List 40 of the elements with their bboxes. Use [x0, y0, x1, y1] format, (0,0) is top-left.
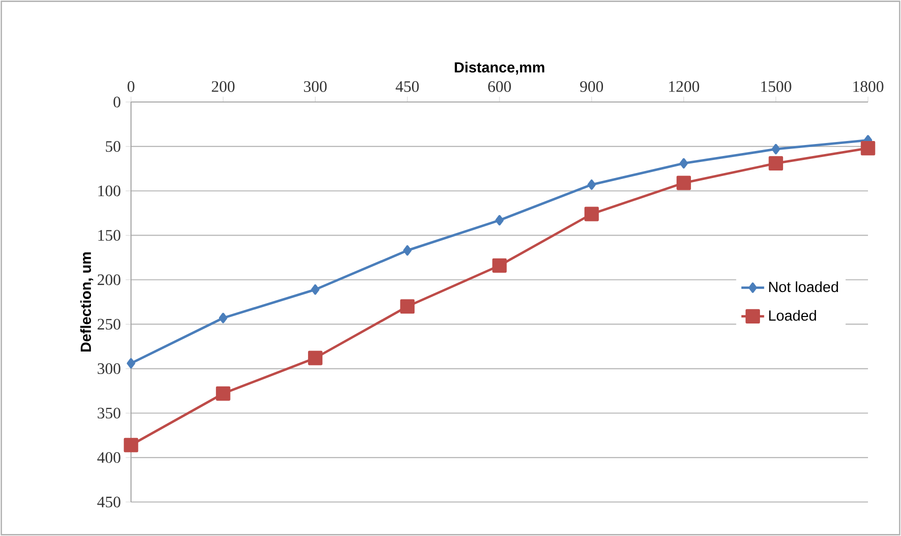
y-tick-label: 0 [114, 96, 120, 108]
x-tick-label: 1500 [761, 81, 792, 92]
point [218, 312, 228, 324]
y-tick-label: 400 [97, 452, 120, 463]
point [772, 144, 780, 154]
y-tick-label: 150 [98, 230, 120, 241]
point [768, 156, 784, 171]
y-tick-label: 450 [97, 496, 120, 508]
point [216, 386, 230, 401]
y-tick-label: 200 [98, 274, 120, 286]
point [587, 179, 596, 190]
x-tick-label: 1200 [669, 81, 700, 92]
point [676, 176, 691, 190]
legend-label: Loaded [769, 310, 816, 321]
x-tick-label: 0 [128, 81, 134, 92]
x-tick-label: 200 [212, 81, 235, 92]
x-tick-label: 1800 [853, 81, 884, 92]
legend-label: Not loaded [769, 281, 838, 292]
point [308, 350, 322, 366]
point [126, 358, 136, 369]
x-tick-label: 300 [304, 81, 327, 92]
point [311, 284, 320, 295]
point [492, 258, 507, 273]
point [680, 158, 688, 169]
y-tick-label: 250 [98, 318, 120, 330]
x-tick-label: 900 [580, 81, 604, 92]
point [584, 206, 599, 222]
point [403, 245, 412, 256]
x-tick-label: 450 [396, 81, 419, 92]
point [860, 141, 876, 156]
y-tick-label: 100 [98, 185, 120, 196]
point [124, 438, 138, 452]
x-tick-label: 600 [488, 81, 511, 92]
y-tick-label: 350 [98, 408, 120, 418]
y-tick-label: 50 [106, 141, 120, 152]
y-tick-label: 300 [98, 363, 120, 374]
x-axis-title: Distance,mm [454, 62, 544, 75]
y-axis-title: Deflection, um [80, 252, 94, 352]
point [400, 299, 415, 314]
point [495, 215, 504, 226]
